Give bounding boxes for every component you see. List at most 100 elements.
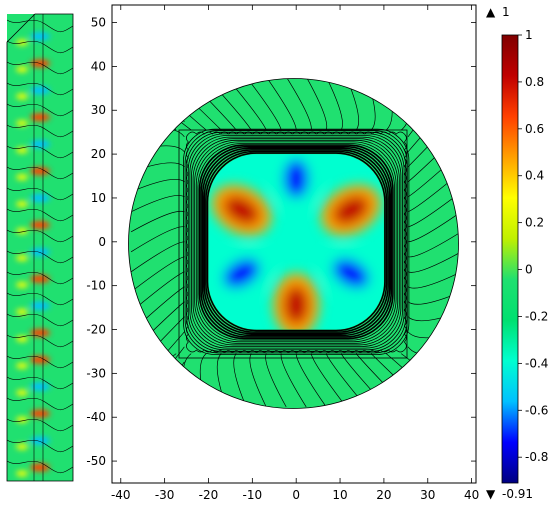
colorbar-max-label: 1 [502, 5, 510, 19]
positive-lobe-peak [333, 195, 369, 225]
contour-ring [194, 139, 399, 344]
outer-field-line [325, 78, 343, 131]
strip-blob [16, 201, 28, 208]
strip-field-line [7, 187, 73, 201]
contour-ring [205, 150, 388, 333]
contour-ring [201, 147, 391, 337]
contour-ring [195, 141, 397, 343]
strip-blob [30, 301, 50, 310]
colorbar-tick-label: 0 [525, 263, 533, 277]
colorbar-tick-label: 1 [525, 28, 533, 42]
outer-field-line [265, 353, 287, 408]
y-tick-label: -10 [86, 279, 106, 293]
colorbar-tick-label: -0.8 [525, 450, 548, 464]
strip-field-line [7, 418, 73, 432]
strip-blob [30, 436, 50, 445]
strip-field-line [7, 166, 73, 180]
colorbar-tick-label: -0.6 [525, 403, 548, 417]
contour-lines [183, 128, 410, 355]
y-tick-label: 0 [98, 235, 106, 249]
contour-ring [192, 138, 400, 346]
colorbar-tick-label: 0.6 [525, 122, 544, 136]
outer-field-line [310, 353, 347, 408]
strip-blob [16, 254, 28, 261]
inset-strip [7, 14, 73, 481]
y-axis: 50 40 30 20 10 0 -10 -20 -30 -40 -50 [86, 16, 476, 468]
strip-blob [30, 140, 50, 149]
strip-field-line [7, 313, 73, 327]
strip-blob [16, 389, 28, 396]
strip-field-line [7, 229, 73, 243]
contour-ring [191, 136, 402, 347]
x-tick-label: -30 [155, 488, 175, 502]
negative-lobe-peak [223, 259, 260, 288]
strip-blob [30, 167, 50, 176]
colorbar-tick-label: 0.2 [525, 216, 544, 230]
outer-field-line [305, 78, 328, 131]
colorbar-min-marker: ▼ [486, 487, 496, 501]
strip-blob [30, 221, 50, 230]
contour-ring [203, 149, 389, 335]
y-tick-label: 40 [91, 59, 106, 73]
outer-field-line [285, 78, 312, 131]
positive-lobe-peak [223, 195, 260, 225]
strip-blob [30, 355, 50, 364]
strip-field-line [7, 40, 73, 54]
strip-blob [30, 247, 50, 256]
strip-blob [16, 120, 28, 127]
strip-field-line [7, 439, 73, 453]
outer-field-line [407, 271, 459, 289]
y-tick-label: 50 [91, 16, 106, 30]
colorbar-tick-label: -0.2 [525, 309, 548, 323]
x-tick-label: 0 [292, 488, 300, 502]
strip-blob [30, 409, 50, 418]
strip-field-line [7, 292, 73, 306]
colorbar: ▲ 1 ▼ -0.91 1 0.8 0.6 0.4 0.2 0 -0.2 -0.4 -0.6 -0… [486, 5, 548, 501]
x-axis: -40 -30 -20 -10 0 10 20 30 40 [111, 5, 479, 502]
outer-field-line [407, 211, 459, 243]
outer-field-line [245, 78, 282, 131]
strip-blob [16, 147, 28, 154]
strip-blob [16, 308, 28, 315]
y-tick-label: 20 [91, 147, 106, 161]
outer-field-line [130, 241, 185, 273]
colorbar-tick-label: -0.4 [525, 356, 548, 370]
contour-ring [189, 135, 403, 349]
contour-ring [206, 152, 386, 332]
strip-field-line [7, 61, 73, 75]
y-tick-label: -30 [86, 366, 106, 380]
negative-lobe-peak [283, 159, 309, 198]
x-tick-label: -20 [199, 488, 219, 502]
strip-field-line [7, 334, 73, 348]
y-tick-label: -50 [86, 454, 106, 468]
strip-blob [16, 443, 28, 450]
strip-field-line [7, 124, 73, 138]
colorbar-tick-label: 0.4 [525, 169, 544, 183]
colorbar-tick-label: 0.8 [525, 75, 544, 89]
wavy-boundary [186, 131, 407, 353]
strip-blob [30, 194, 50, 203]
strip-blob [30, 274, 50, 283]
strip-field-line [7, 250, 73, 264]
x-tick-label: 40 [464, 488, 479, 502]
positive-lobe-peak [283, 285, 309, 325]
x-tick-label: -40 [111, 488, 131, 502]
strip-blob [30, 382, 50, 391]
strip-field-line [7, 397, 73, 411]
outer-field-line [407, 251, 459, 273]
colorbar-min-label: -0.91 [502, 487, 533, 501]
contour-ring [198, 144, 394, 340]
outer-field-line [249, 353, 267, 408]
strip-blob [30, 113, 50, 122]
strip-blob [30, 328, 50, 337]
outer-field-line [265, 78, 297, 131]
negative-lobe-peak [333, 259, 369, 288]
contour-ring [187, 133, 405, 351]
strip-blob [16, 174, 28, 181]
y-tick-label: -40 [86, 410, 106, 424]
strip-field-line [7, 103, 73, 117]
inset-strip-border [6, 13, 74, 482]
strip-field-line [7, 208, 73, 222]
strip-blob [30, 463, 50, 472]
